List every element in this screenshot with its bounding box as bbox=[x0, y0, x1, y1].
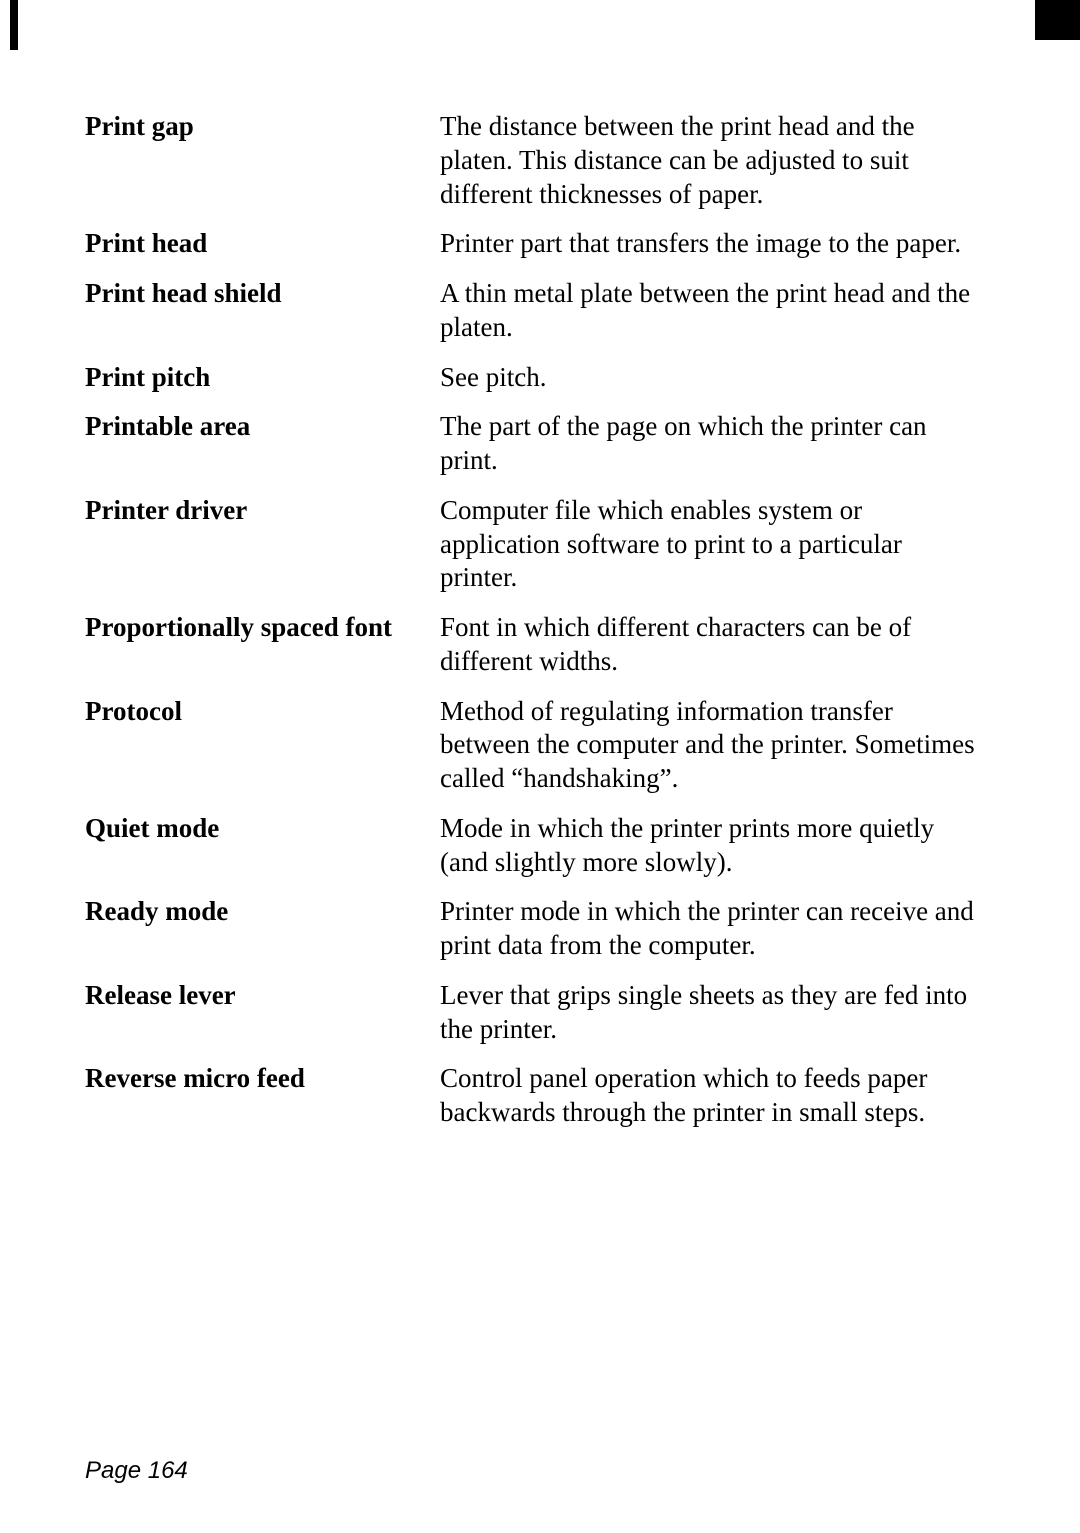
glossary-definition: Method of regulating information transfe… bbox=[440, 695, 985, 812]
page-number: Page 164 bbox=[85, 1457, 188, 1485]
glossary-definition: Mode in which the printer prints more qu… bbox=[440, 812, 985, 896]
glossary-row: Protocol Method of regulating informatio… bbox=[85, 695, 985, 812]
glossary-row: Quiet mode Mode in which the printer pri… bbox=[85, 812, 985, 896]
glossary-row: Reverse micro feed Control panel operati… bbox=[85, 1062, 985, 1146]
glossary-definition: The part of the page on which the printe… bbox=[440, 410, 985, 494]
glossary-definition: See pitch. bbox=[440, 361, 985, 411]
glossary-term: Print pitch bbox=[85, 361, 440, 411]
glossary-list: Print gap The distance between the print… bbox=[85, 110, 985, 1146]
glossary-definition: Control panel operation which to feeds p… bbox=[440, 1062, 985, 1146]
glossary-term: Quiet mode bbox=[85, 812, 440, 896]
glossary-row: Printable area The part of the page on w… bbox=[85, 410, 985, 494]
glossary-term: Printable area bbox=[85, 410, 440, 494]
glossary-row: Print gap The distance between the print… bbox=[85, 110, 985, 227]
glossary-definition: A thin metal plate between the print hea… bbox=[440, 277, 985, 361]
glossary-term: Print gap bbox=[85, 110, 440, 227]
glossary-term: Print head bbox=[85, 227, 440, 277]
glossary-definition: Printer mode in which the printer can re… bbox=[440, 895, 985, 979]
glossary-definition: Printer part that transfers the image to… bbox=[440, 227, 985, 277]
corner-mark bbox=[1035, 0, 1080, 40]
page-edge-mark bbox=[10, 0, 18, 50]
glossary-term: Protocol bbox=[85, 695, 440, 812]
glossary-row: Print head shield A thin metal plate bet… bbox=[85, 277, 985, 361]
glossary-row: Proportionally spaced font Font in which… bbox=[85, 611, 985, 695]
glossary-definition: Font in which different characters can b… bbox=[440, 611, 985, 695]
glossary-row: Printer driver Computer file which enabl… bbox=[85, 494, 985, 611]
glossary-definition: Computer file which enables system or ap… bbox=[440, 494, 985, 611]
glossary-term: Release lever bbox=[85, 979, 440, 1063]
glossary-term: Print head shield bbox=[85, 277, 440, 361]
glossary-row: Print head Printer part that transfers t… bbox=[85, 227, 985, 277]
glossary-row: Print pitch See pitch. bbox=[85, 361, 985, 411]
glossary-row: Release lever Lever that grips single sh… bbox=[85, 979, 985, 1063]
glossary-term: Proportionally spaced font bbox=[85, 611, 440, 695]
glossary-term: Printer driver bbox=[85, 494, 440, 611]
glossary-term: Reverse micro feed bbox=[85, 1062, 440, 1146]
glossary-row: Ready mode Printer mode in which the pri… bbox=[85, 895, 985, 979]
glossary-term: Ready mode bbox=[85, 895, 440, 979]
glossary-definition: The distance between the print head and … bbox=[440, 110, 985, 227]
glossary-definition: Lever that grips single sheets as they a… bbox=[440, 979, 985, 1063]
